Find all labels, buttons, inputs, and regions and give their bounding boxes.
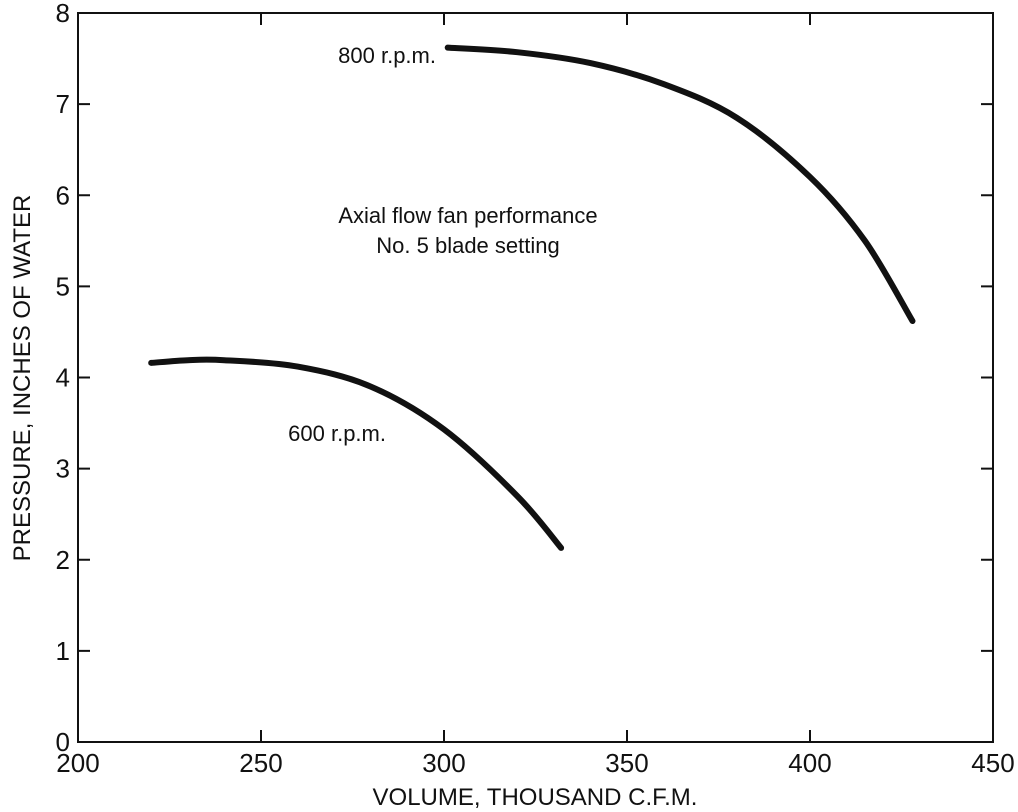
curve-800-rpm bbox=[444, 44, 916, 324]
plot-frame bbox=[77, 12, 994, 743]
curve-600-rpm bbox=[148, 356, 565, 551]
x-tick-label: 350 bbox=[605, 748, 648, 778]
y-tick-label: 7 bbox=[56, 89, 70, 119]
y-tick-label: 6 bbox=[56, 180, 70, 210]
series-label-800-rpm: 800 r.p.m. bbox=[338, 43, 436, 68]
y-tick-label: 8 bbox=[56, 0, 70, 28]
x-tick-label: 450 bbox=[971, 748, 1014, 778]
y-axis-label: PRESSURE, INCHES OF WATER bbox=[9, 195, 36, 562]
y-tick-label: 5 bbox=[56, 271, 70, 301]
x-tick-label: 250 bbox=[239, 748, 282, 778]
x-tick-label: 200 bbox=[56, 748, 99, 778]
x-tick-label: 300 bbox=[422, 748, 465, 778]
y-tick-label: 1 bbox=[56, 636, 70, 666]
annotation-line-2: No. 5 blade setting bbox=[376, 233, 559, 258]
tick-labels: 200 250 300 350 400 450 0 1 2 3 4 5 6 7 8 bbox=[56, 0, 1015, 778]
axis-ticks bbox=[77, 12, 994, 743]
x-tick-label: 400 bbox=[788, 748, 831, 778]
y-tick-label: 0 bbox=[56, 727, 70, 757]
annotation-line-1: Axial flow fan performance bbox=[338, 203, 597, 228]
series-curves bbox=[148, 44, 916, 551]
series-label-600-rpm: 600 r.p.m. bbox=[288, 421, 386, 446]
y-tick-label: 3 bbox=[56, 454, 70, 484]
y-tick-label: 4 bbox=[56, 363, 70, 393]
x-axis-label: VOLUME, THOUSAND C.F.M. bbox=[373, 784, 698, 811]
y-tick-label: 2 bbox=[56, 545, 70, 575]
